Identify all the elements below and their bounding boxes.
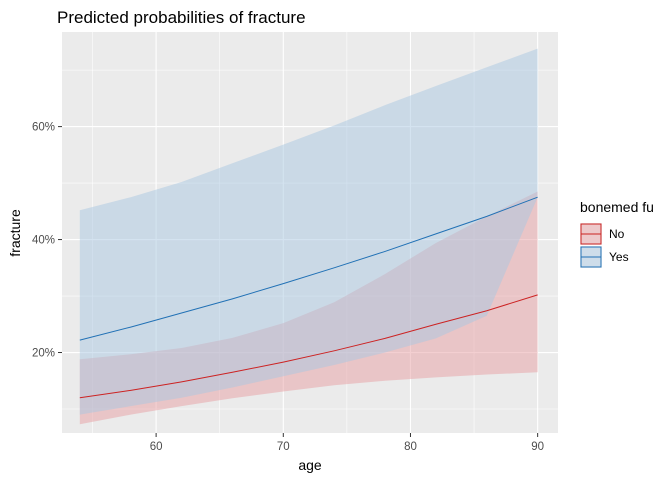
line-no <box>79 294 538 399</box>
x-tick-label: 80 <box>404 441 417 453</box>
legend-title: bonemed fu <box>580 199 654 215</box>
series-lines <box>79 196 538 399</box>
y-tick-label: 20% <box>32 348 55 360</box>
x-axis-title: age <box>298 457 322 473</box>
x-axis: 60 70 80 90 <box>150 433 544 453</box>
y-axis-title: fracture <box>7 209 23 257</box>
chart-title: Predicted probabilities of fracture <box>57 8 306 27</box>
y-tick-label: 60% <box>32 122 55 134</box>
y-axis: 20% 40% 60% <box>32 122 62 360</box>
y-tick-label: 40% <box>32 235 55 247</box>
ribbon-yes <box>79 48 538 415</box>
confidence-bands <box>79 48 538 425</box>
legend-label-no: No <box>609 227 625 241</box>
legend-label-yes: Yes <box>609 250 629 264</box>
x-tick-label: 90 <box>531 441 544 453</box>
line-yes <box>79 196 538 341</box>
x-tick-label: 70 <box>277 441 290 453</box>
x-tick-label: 60 <box>150 441 163 453</box>
legend: bonemed fu No Yes <box>580 199 654 268</box>
